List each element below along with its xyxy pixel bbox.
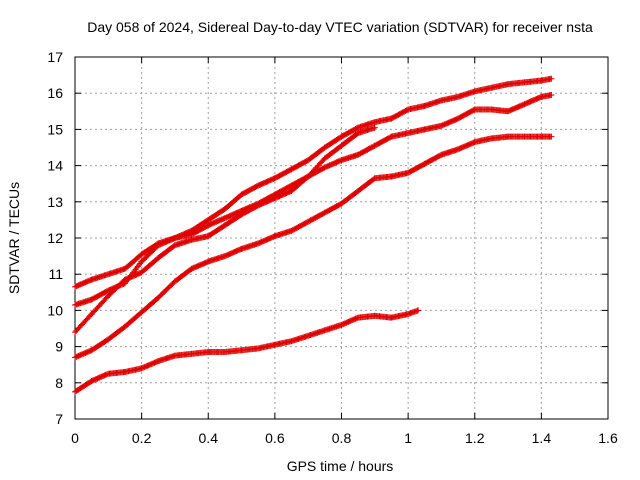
y-tick-label: 16 [47,85,63,101]
x-tick-label: 0.8 [332,430,352,446]
x-tick-label: 0.2 [132,430,152,446]
data-point-markers [72,124,378,336]
y-tick-label: 12 [47,230,63,246]
data-point-markers [72,307,422,395]
x-tick-label: 1.6 [598,430,618,446]
x-tick-label: 1 [404,430,412,446]
data-series [72,75,555,395]
x-tick-label: 1.2 [465,430,485,446]
series-trace-5 [72,307,422,395]
y-tick-label: 7 [55,411,63,427]
x-tick-label: 0.4 [199,430,219,446]
data-point-markers [72,92,555,308]
y-tick-label: 11 [48,266,63,282]
data-point-markers [72,133,555,361]
axis-ticks [74,56,609,420]
x-axis-label: GPS time / hours [287,458,394,474]
series-trace-2 [72,92,555,308]
y-tick-label: 10 [47,302,63,318]
x-tick-label: 0 [71,430,79,446]
y-tick-labels: 7 8 9 10 11 12 13 14 15 16 17 [47,49,63,427]
y-tick-label: 15 [47,121,63,137]
y-tick-label: 13 [47,194,63,210]
y-tick-label: 9 [55,339,63,355]
y-tick-label: 17 [47,49,63,65]
y-tick-label: 14 [47,158,63,174]
y-axis-label: SDTVAR / TECUs [6,182,22,294]
x-tick-labels: 0 0.2 0.4 0.6 0.8 1 1.2 1.4 1.6 [71,430,618,446]
chart-title: Day 058 of 2024, Sidereal Day-to-day VTE… [87,19,593,35]
x-tick-label: 0.6 [265,430,285,446]
series-trace-4 [72,133,555,361]
series-trace-3 [72,124,378,336]
x-tick-label: 1.4 [532,430,552,446]
y-tick-label: 8 [55,375,63,391]
